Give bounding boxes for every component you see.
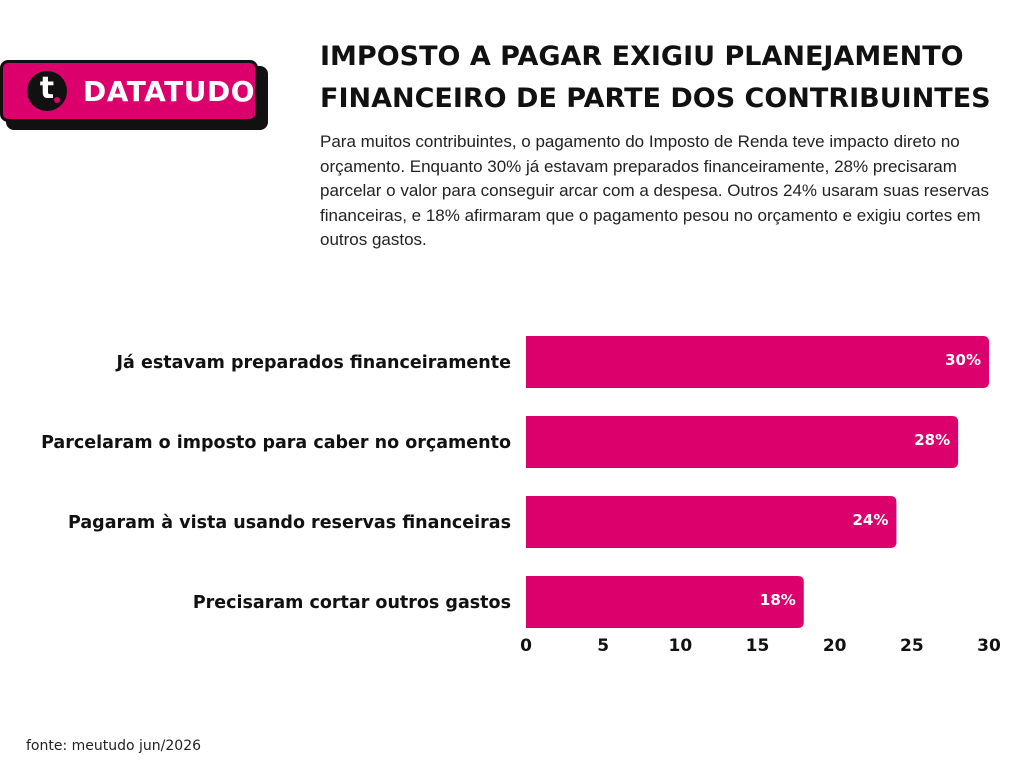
brand-name: DATATUDO [82,74,255,108]
bar-value-label: 28% [914,431,950,449]
x-tick-label: 10 [668,636,692,656]
bar-value-label: 18% [760,591,796,609]
category-label: Já estavam preparados financeiramente [116,353,512,373]
bar [526,416,959,468]
bar-value-label: 30% [945,351,981,369]
brand-badge: t DATATUDO [0,60,258,122]
brand-logo-dot [53,97,60,103]
bar [526,336,989,388]
category-label: Pagaram à vista usando reservas financei… [68,513,511,533]
source-note: fonte: meutudo jun/2026 [26,738,202,754]
chart-title: IMPOSTO A PAGAR EXIGIU PLANEJAMENTO FINA… [320,41,991,114]
x-tick-label: 0 [520,636,532,656]
x-tick-label: 25 [900,636,924,656]
brand-initial: t [39,71,55,106]
chart-subtitle: Para muitos contribuintes, o pagamento d… [320,132,989,249]
bar [526,496,897,548]
category-label: Precisaram cortar outros gastos [193,593,511,613]
category-label: Parcelaram o imposto para caber no orçam… [41,433,511,453]
x-tick-label: 15 [746,636,770,656]
x-tick-label: 5 [597,636,609,656]
bar-value-label: 24% [852,511,888,529]
brand-logo-icon: t [27,71,67,111]
x-tick-label: 30 [977,636,1001,656]
x-tick-label: 20 [823,636,847,656]
bar [526,576,804,628]
bar-chart: 30% Já estavam preparados financeiramente… [41,336,1001,656]
